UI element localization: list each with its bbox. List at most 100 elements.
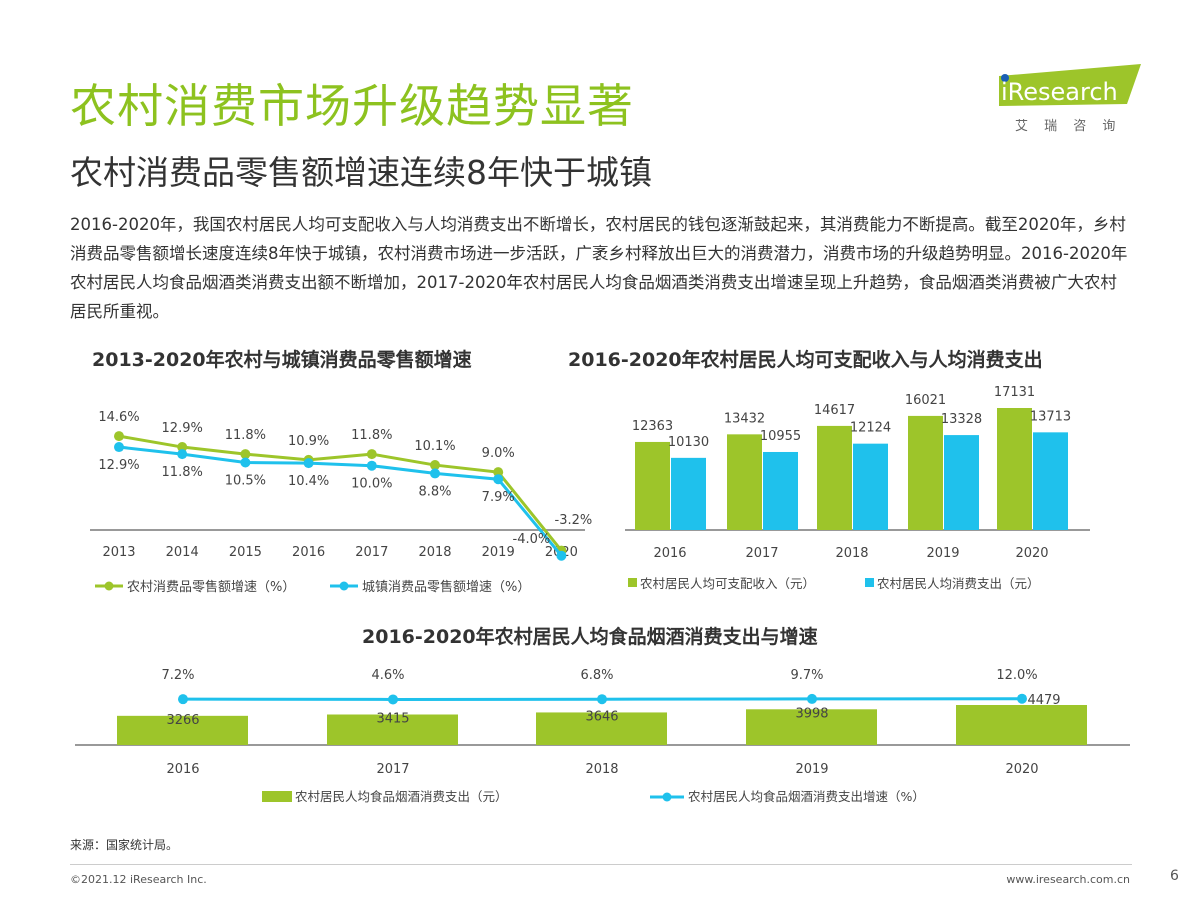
data-point bbox=[493, 467, 504, 478]
bar-chart-title: 2016-2020年农村居民人均可支配收入与人均消费支出 bbox=[568, 349, 1043, 371]
data-point bbox=[430, 468, 440, 479]
data-label: 10.5% bbox=[225, 473, 266, 488]
bar bbox=[944, 435, 979, 530]
bar bbox=[817, 425, 852, 530]
bar bbox=[763, 451, 798, 530]
data-label: 12.9% bbox=[162, 421, 203, 436]
data-point bbox=[114, 431, 124, 442]
series-line bbox=[118, 445, 563, 557]
data-point bbox=[597, 694, 607, 705]
x-tick-label: 2017 bbox=[355, 545, 388, 560]
line-chart-title: 2013-2020年农村与城镇消费品零售额增速 bbox=[92, 349, 472, 371]
bar bbox=[117, 715, 248, 745]
data-label: 7.2% bbox=[161, 668, 194, 683]
data-label: 13432 bbox=[724, 411, 765, 426]
bar bbox=[727, 434, 762, 530]
x-tick-label: 2020 bbox=[1005, 762, 1038, 777]
data-label: 10955 bbox=[760, 429, 801, 444]
page-subtitle: 农村消费品零售额增速连续8年快于城镇 bbox=[70, 153, 652, 192]
legend-marker bbox=[662, 792, 672, 802]
data-point bbox=[366, 449, 377, 460]
data-label: 12363 bbox=[632, 419, 673, 434]
data-point bbox=[807, 693, 817, 704]
data-label: 7.9% bbox=[482, 490, 515, 505]
data-label: 11.8% bbox=[351, 428, 392, 443]
data-point bbox=[114, 442, 124, 453]
x-tick-label: 2020 bbox=[1015, 546, 1048, 561]
bar bbox=[671, 457, 706, 530]
svg-text:iResearch: iResearch bbox=[1001, 78, 1118, 106]
x-tick-label: 2019 bbox=[926, 546, 959, 561]
legend-label: 农村居民人均食品烟酒消费支出（元） bbox=[295, 789, 508, 804]
data-label: 10.9% bbox=[288, 434, 329, 449]
data-label: 3266 bbox=[166, 713, 199, 728]
data-label: 16021 bbox=[905, 393, 946, 408]
bar bbox=[908, 415, 943, 530]
data-label: 3646 bbox=[585, 709, 618, 724]
bar bbox=[997, 408, 1032, 530]
legend-swatch bbox=[628, 578, 637, 587]
legend-label: 农村居民人均可支配收入（元） bbox=[640, 576, 815, 591]
x-tick-label: 2018 bbox=[835, 546, 868, 561]
x-tick-label: 2016 bbox=[653, 546, 686, 561]
data-label: 4479 bbox=[1027, 693, 1060, 708]
data-label: 14.6% bbox=[98, 410, 139, 425]
data-label: 8.8% bbox=[418, 484, 451, 499]
x-tick-label: 2016 bbox=[292, 545, 325, 560]
data-label: 13328 bbox=[941, 412, 982, 427]
data-point bbox=[303, 458, 314, 469]
x-tick-label: 2017 bbox=[745, 546, 778, 561]
iresearch-logo: iResearch 艾 瑞 咨 询 bbox=[999, 64, 1141, 134]
page-number: 6 bbox=[1170, 868, 1179, 884]
data-label: 14617 bbox=[814, 403, 855, 418]
legend-label: 农村消费品零售额增速（%） bbox=[127, 579, 295, 595]
data-label: 10.0% bbox=[351, 477, 392, 492]
data-label: 17131 bbox=[994, 385, 1035, 400]
data-label: 13713 bbox=[1030, 409, 1071, 424]
combo-chart-title: 2016-2020年农村居民人均食品烟酒消费支出与增速 bbox=[362, 626, 818, 648]
svg-text:艾 瑞 咨 询: 艾 瑞 咨 询 bbox=[1015, 119, 1121, 134]
page-title: 农村消费市场升级趋势显著 bbox=[70, 79, 634, 133]
bar bbox=[536, 712, 667, 745]
bar bbox=[635, 441, 670, 530]
data-point bbox=[1017, 693, 1027, 704]
legend-label: 城镇消费品零售额增速（%） bbox=[362, 579, 530, 595]
data-label: -3.2% bbox=[555, 513, 593, 528]
data-point bbox=[178, 694, 188, 705]
legend-label: 农村居民人均食品烟酒消费支出增速（%） bbox=[688, 789, 925, 804]
x-tick-label: 2019 bbox=[482, 545, 515, 560]
data-point bbox=[240, 457, 251, 468]
x-tick-label: 2019 bbox=[795, 762, 828, 777]
data-label: 12124 bbox=[850, 421, 891, 436]
data-point bbox=[493, 474, 504, 485]
legend-marker bbox=[104, 581, 114, 591]
bar bbox=[327, 714, 458, 745]
legend-swatch bbox=[865, 578, 874, 587]
copyright: ©2021.12 iResearch Inc. bbox=[70, 873, 207, 886]
data-point bbox=[388, 694, 398, 705]
x-tick-label: 2016 bbox=[166, 762, 199, 777]
data-label: 12.9% bbox=[98, 458, 139, 473]
bar bbox=[746, 709, 877, 745]
bar bbox=[853, 443, 888, 530]
x-tick-label: 2014 bbox=[166, 545, 199, 560]
data-label: 9.0% bbox=[482, 446, 515, 461]
data-point bbox=[177, 449, 188, 460]
data-label: 6.8% bbox=[580, 668, 613, 683]
legend-label: 农村居民人均消费支出（元） bbox=[877, 576, 1040, 591]
data-label: 10130 bbox=[668, 435, 709, 450]
data-label: 3415 bbox=[376, 712, 409, 727]
data-point bbox=[240, 449, 251, 460]
bar bbox=[956, 705, 1087, 745]
x-tick-label: 2018 bbox=[585, 762, 618, 777]
data-label: 11.8% bbox=[225, 428, 266, 443]
data-point bbox=[177, 442, 188, 453]
x-tick-label: 2018 bbox=[418, 545, 451, 560]
data-label: 9.7% bbox=[790, 668, 823, 683]
data-label: -4.0% bbox=[513, 532, 551, 547]
x-tick-label: 2017 bbox=[376, 762, 409, 777]
series-line bbox=[118, 434, 563, 552]
x-tick-label: 2015 bbox=[229, 545, 262, 560]
website-link[interactable]: www.iresearch.com.cn bbox=[1006, 873, 1130, 886]
data-label: 4.6% bbox=[371, 668, 404, 683]
